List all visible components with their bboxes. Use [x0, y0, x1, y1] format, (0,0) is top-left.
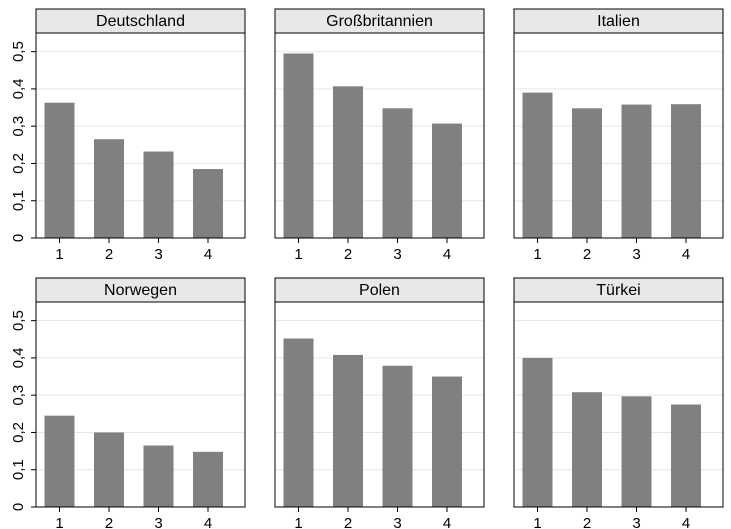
bar	[432, 376, 462, 507]
plot-border	[35, 301, 246, 508]
x-tick-label: 4	[204, 246, 212, 263]
panel-header	[513, 277, 724, 303]
panel-title: Großbritannien	[326, 13, 433, 30]
bar	[671, 404, 701, 507]
plot-border	[274, 32, 485, 239]
bar	[572, 392, 602, 507]
bar	[382, 108, 413, 238]
x-tick-label: 4	[682, 515, 690, 529]
bar	[522, 357, 553, 507]
plot-border	[274, 301, 485, 508]
bar	[671, 104, 701, 238]
panel-title: Deutschland	[96, 13, 185, 30]
x-tick-label: 3	[154, 515, 162, 529]
panel-großbritannien: Großbritannien 1 2 3 4	[274, 8, 485, 263]
bar	[621, 104, 652, 239]
x-tick-label: 4	[443, 246, 451, 263]
bar	[382, 365, 413, 507]
y-tick-label: 0,2	[10, 422, 27, 443]
panel-header	[274, 8, 485, 34]
panel-title: Norwegen	[104, 282, 177, 299]
x-tick-label: 1	[533, 246, 541, 263]
x-tick-label: 4	[443, 515, 451, 529]
y-tick-label: 0,5	[10, 41, 27, 62]
x-tick-label: 3	[393, 515, 401, 529]
bar	[193, 451, 223, 507]
bar	[432, 123, 462, 238]
bar	[193, 169, 223, 238]
x-tick-label: 4	[682, 246, 690, 263]
panel-header	[35, 277, 246, 303]
panel-deutschland: Deutschland 1 2 3 4 0 0,1 0,2 0,3 0,4 0,5	[10, 8, 246, 263]
bar	[94, 432, 124, 507]
chart-panels: Deutschland 1 2 3 4 0 0,1 0,2 0,3 0,4 0,5 Großbrita…	[10, 8, 724, 529]
panel-title: Türkei	[596, 282, 640, 299]
y-tick-label: 0,1	[10, 459, 27, 480]
x-tick-label: 3	[632, 246, 640, 263]
plot-border	[513, 301, 724, 508]
bar	[143, 445, 174, 507]
panel-header	[274, 277, 485, 303]
panel-title: Italien	[597, 13, 640, 30]
x-tick-label: 2	[583, 246, 591, 263]
bar	[44, 102, 75, 238]
bar	[572, 108, 602, 238]
bar	[621, 396, 652, 507]
x-tick-label: 2	[344, 246, 352, 263]
y-tick-label: 0,2	[10, 153, 27, 174]
x-tick-label: 2	[105, 515, 113, 529]
panel-italien: Italien 1 2 3 4	[513, 8, 724, 263]
bar	[283, 53, 314, 238]
y-tick-label: 0,4	[10, 347, 27, 368]
y-tick-label: 0	[10, 234, 27, 242]
panel-polen: Polen 1 2 3 4	[274, 277, 485, 529]
plot-border	[35, 32, 246, 239]
x-tick-label: 2	[344, 515, 352, 529]
plot-border	[513, 32, 724, 239]
x-tick-label: 3	[393, 246, 401, 263]
bar	[143, 151, 174, 238]
bar	[44, 415, 75, 507]
x-tick-label: 1	[294, 246, 302, 263]
bar	[333, 86, 363, 238]
x-tick-label: 4	[204, 515, 212, 529]
x-tick-label: 1	[55, 515, 63, 529]
x-tick-label: 3	[632, 515, 640, 529]
y-tick-label: 0,3	[10, 116, 27, 137]
x-tick-label: 2	[105, 246, 113, 263]
y-tick-label: 0,5	[10, 310, 27, 331]
panel-norwegen: Norwegen 1 2 3 4 0 0,1 0,2 0,3 0,4 0,5	[10, 277, 246, 529]
y-tick-label: 0	[10, 503, 27, 511]
x-tick-label: 1	[294, 515, 302, 529]
panel-header	[35, 8, 246, 34]
panel-title: Polen	[359, 282, 400, 299]
bar	[333, 354, 363, 507]
bar	[283, 338, 314, 507]
y-tick-label: 0,3	[10, 385, 27, 406]
y-tick-label: 0,1	[10, 190, 27, 211]
bar	[522, 92, 553, 239]
panel-türkei: Türkei 1 2 3 4	[513, 277, 724, 529]
x-tick-label: 1	[55, 246, 63, 263]
x-tick-label: 2	[583, 515, 591, 529]
x-tick-label: 1	[533, 515, 541, 529]
x-tick-label: 3	[154, 246, 162, 263]
bar	[94, 139, 124, 238]
y-tick-label: 0,4	[10, 78, 27, 99]
